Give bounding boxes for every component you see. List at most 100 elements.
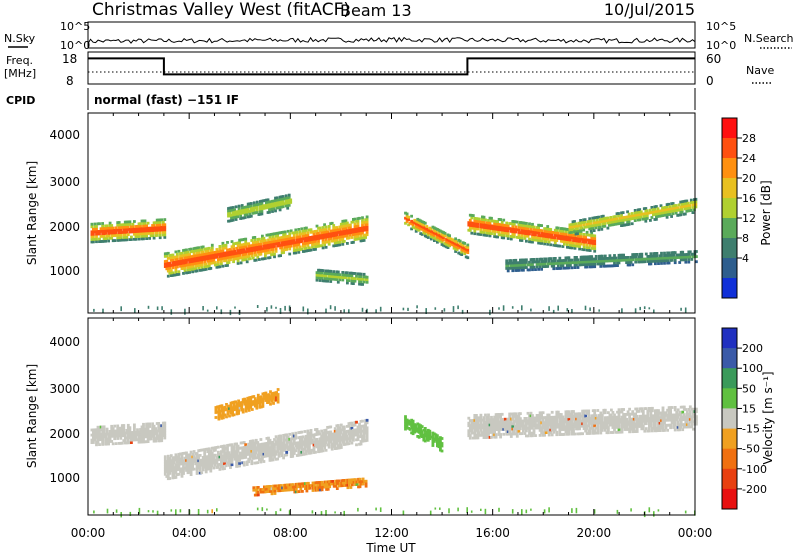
power-cell <box>499 225 502 229</box>
velocity-cell <box>494 420 498 424</box>
velocity-cell <box>428 429 432 433</box>
velocity-cell <box>329 425 333 429</box>
velocity-cell <box>200 448 204 452</box>
power-cell <box>274 234 278 238</box>
power-cell <box>324 225 328 229</box>
velocity-cell <box>354 478 357 481</box>
power-cell <box>531 222 534 226</box>
velocity-cell <box>240 403 244 407</box>
noise-tick-high-right: 10^5 <box>706 20 736 33</box>
velocity-cell <box>128 433 132 437</box>
velocity-cell <box>323 434 326 437</box>
nsky-series-line <box>87 36 696 44</box>
velocity-cell <box>188 458 191 462</box>
velocity-cell <box>357 480 360 484</box>
velocity-cell <box>303 430 307 433</box>
velocity-cell <box>195 462 199 465</box>
power-cell <box>652 213 655 217</box>
velocity-cell <box>191 457 194 461</box>
power-cell <box>508 227 512 230</box>
power-cell <box>353 222 357 226</box>
power-colorbar-swatch <box>722 278 737 299</box>
power-cell <box>663 259 666 263</box>
power-cell <box>263 206 267 210</box>
power-cell <box>280 231 284 234</box>
velocity-cell <box>339 443 343 447</box>
power-cell <box>572 236 575 240</box>
power-cell <box>417 226 421 230</box>
velocity-cell <box>289 455 293 458</box>
velocity-cell <box>209 462 213 465</box>
power-cell <box>679 210 683 214</box>
velocity-cell <box>485 431 489 434</box>
power-cell <box>528 263 531 267</box>
power-cell <box>517 269 521 272</box>
velocity-cell <box>105 430 109 433</box>
velocity-cell <box>173 471 176 474</box>
velocity-cell <box>191 467 194 471</box>
velocity-cell <box>319 486 322 489</box>
power-cell <box>311 230 314 234</box>
velocity-cell <box>276 437 279 441</box>
velocity-cell <box>296 485 300 489</box>
power-cell <box>661 206 664 210</box>
velocity-cell <box>318 437 322 441</box>
power-cell <box>564 259 568 262</box>
power-cell <box>597 215 601 219</box>
power-cell <box>419 219 423 223</box>
velocity-cell <box>275 393 278 397</box>
velocity-cell <box>340 481 344 485</box>
power-cell <box>317 232 320 235</box>
power-cell <box>361 229 364 232</box>
power-cell <box>353 230 357 234</box>
power-cell <box>302 245 305 248</box>
power-cell <box>461 243 465 247</box>
power-cell <box>625 261 628 264</box>
power-cell <box>247 242 251 246</box>
power-cell <box>179 264 182 268</box>
power-cell <box>362 221 366 224</box>
velocity-cell <box>261 490 265 494</box>
velocity-cell <box>290 485 294 489</box>
velocity-cell <box>276 440 279 443</box>
power-cell <box>485 234 489 237</box>
velocity-cell <box>242 463 246 467</box>
power-cell <box>318 274 322 277</box>
power-cell <box>497 223 501 226</box>
power-cell <box>292 251 296 255</box>
power-cell <box>520 229 524 232</box>
velocity-cell <box>126 433 130 437</box>
velocity-cell <box>155 434 159 438</box>
velocity-cell <box>311 448 314 452</box>
velocity-cell <box>294 490 298 494</box>
power-ground-cell <box>93 308 95 312</box>
velocity-cell <box>236 457 240 460</box>
power-cell <box>300 232 304 236</box>
power-cell <box>278 205 282 209</box>
power-cell <box>667 261 671 265</box>
power-cell <box>294 251 298 255</box>
power-cell <box>235 252 238 255</box>
power-cell <box>582 260 586 264</box>
velocity-cell <box>273 450 276 454</box>
power-cell <box>358 216 361 220</box>
power-cell <box>529 263 533 267</box>
velocity-cell <box>267 451 270 455</box>
power-cell <box>231 211 235 214</box>
power-cell <box>166 267 170 270</box>
velocity-cell <box>429 435 433 439</box>
power-cell <box>526 224 530 228</box>
velocity-cell <box>212 446 216 450</box>
velocity-cell <box>107 442 110 446</box>
power-cell <box>515 269 519 272</box>
power-cell <box>108 229 112 233</box>
power-cell <box>361 224 364 227</box>
power-cell <box>677 213 681 217</box>
power-cell <box>271 207 274 211</box>
power-ytick-4000: 4000 <box>49 128 80 142</box>
velocity-cell <box>277 437 281 441</box>
power-cell <box>352 230 355 234</box>
power-cell <box>209 249 213 252</box>
velocity-cell <box>209 464 213 468</box>
power-cell <box>155 228 159 232</box>
